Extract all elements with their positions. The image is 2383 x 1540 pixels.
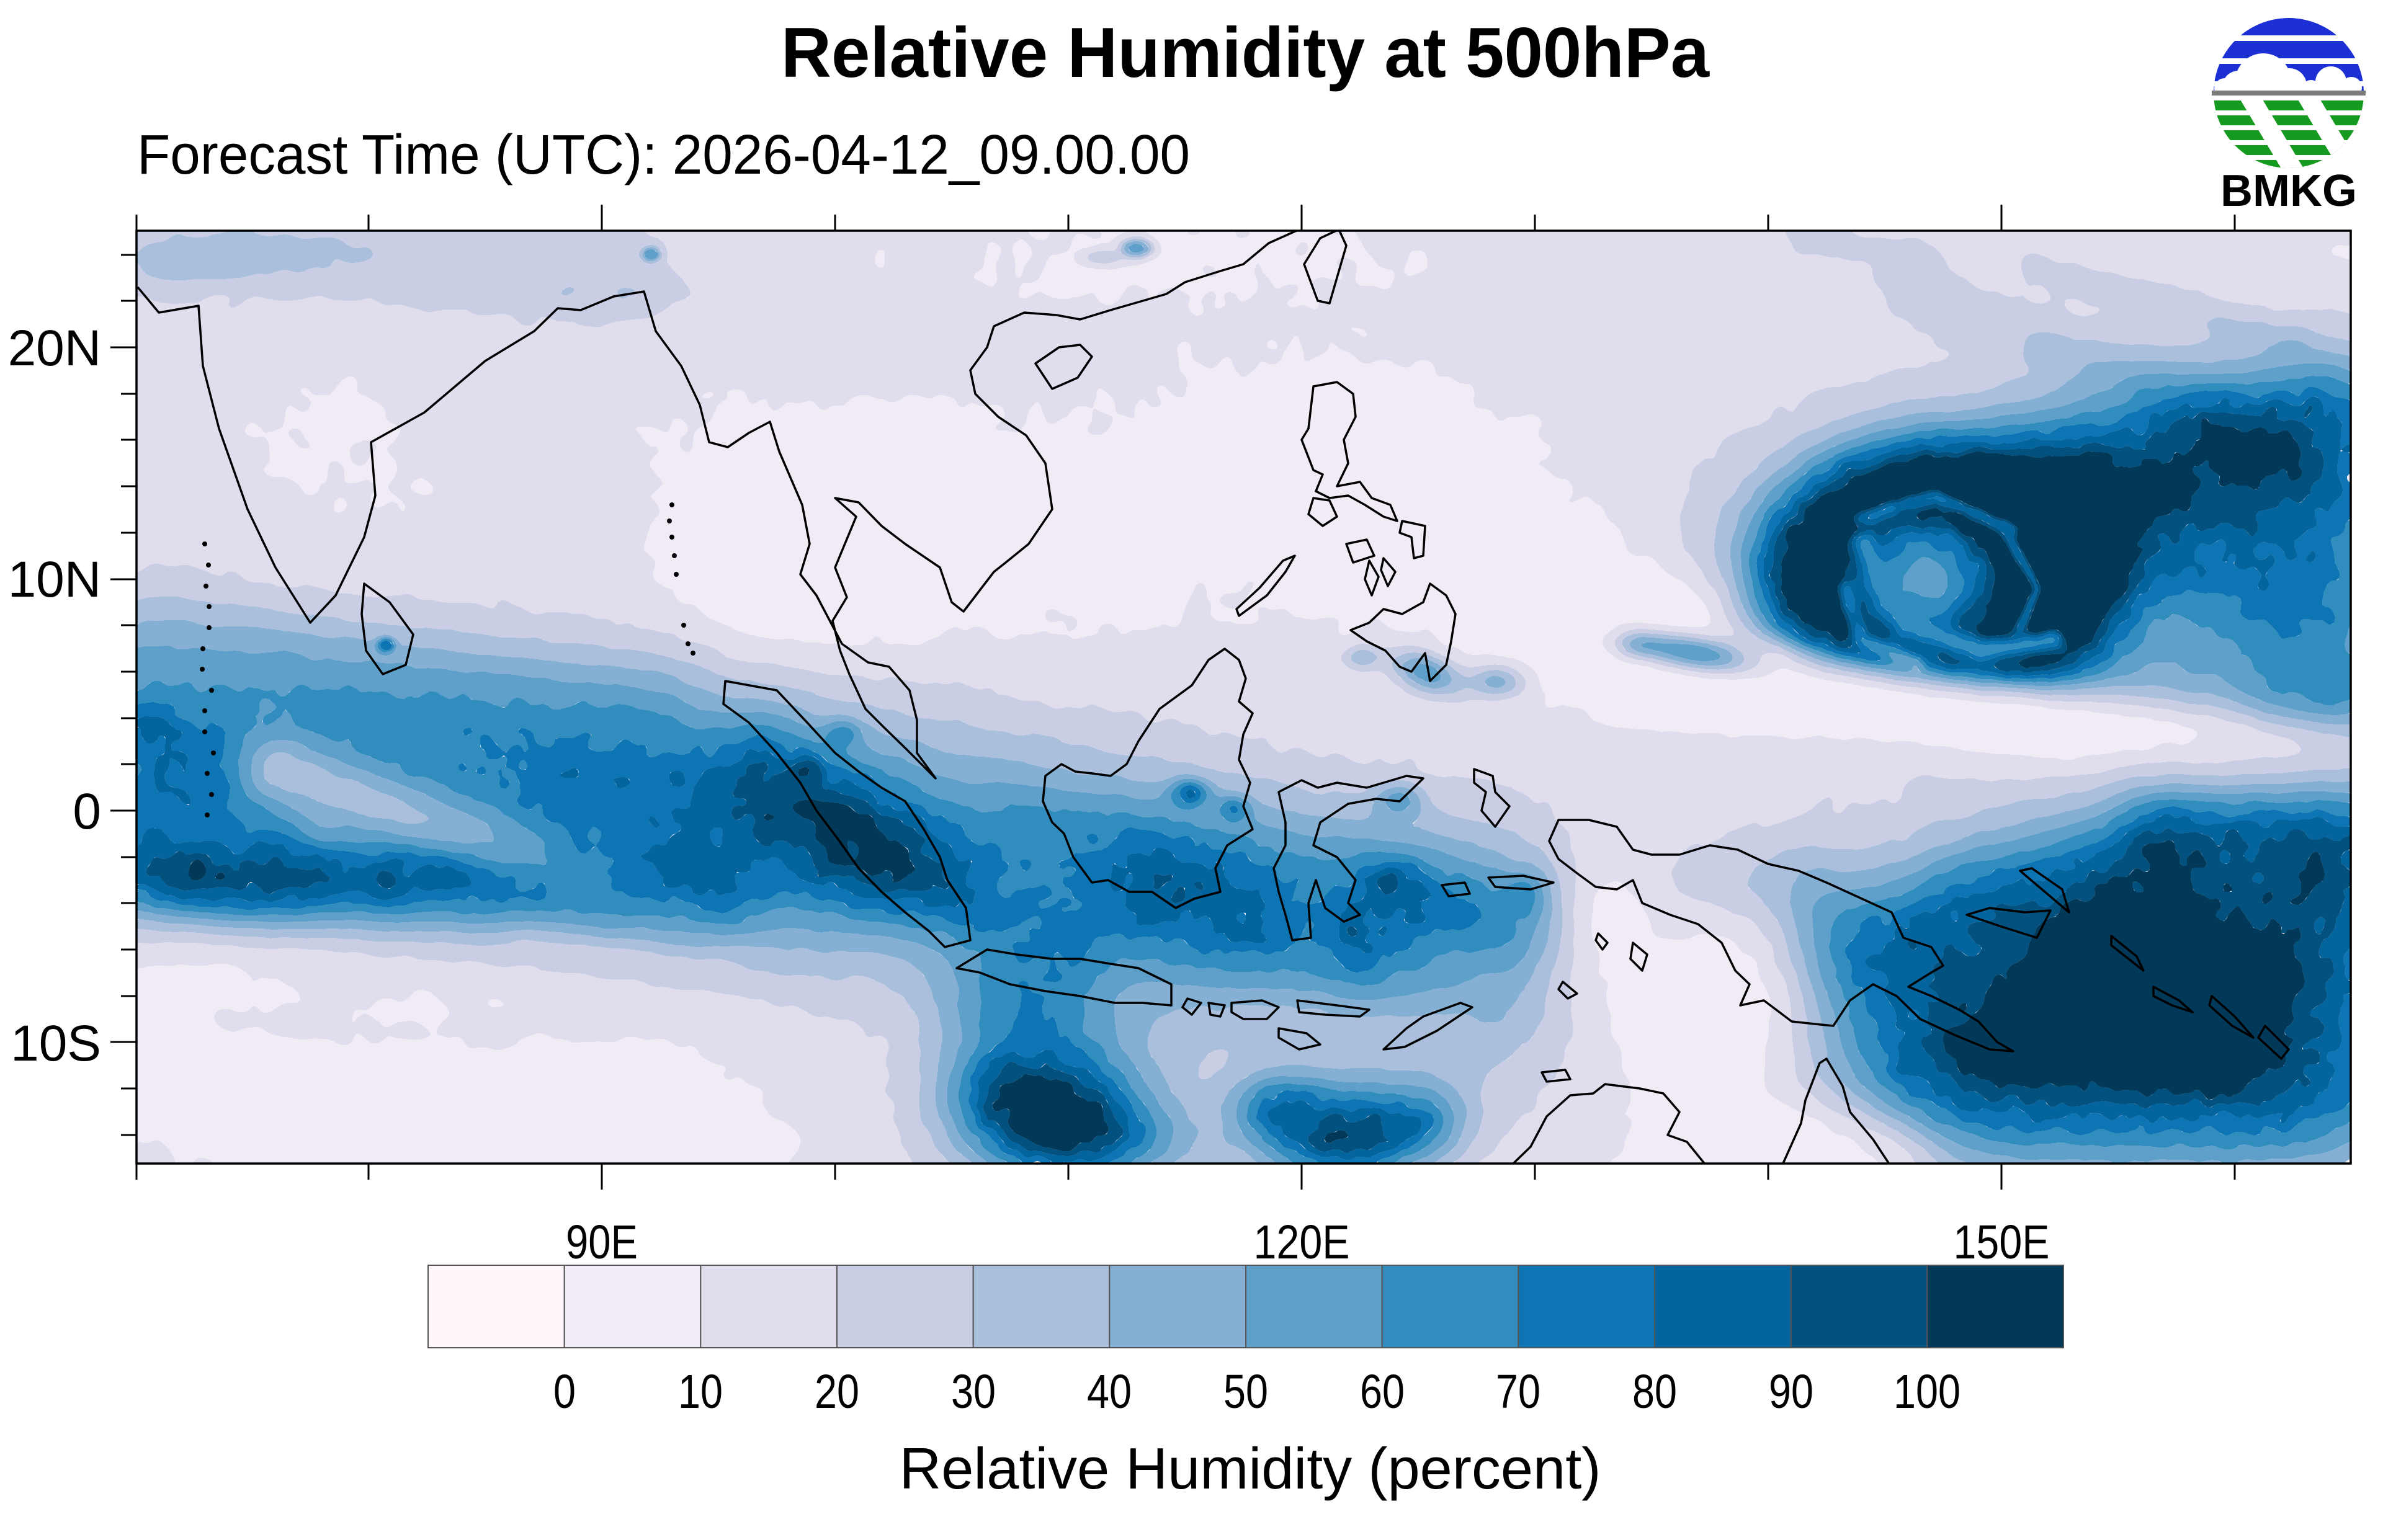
svg-text:50: 50 bbox=[1223, 1365, 1268, 1418]
svg-text:30: 30 bbox=[951, 1365, 996, 1418]
svg-text:20N: 20N bbox=[8, 320, 101, 376]
svg-text:90: 90 bbox=[1769, 1365, 1813, 1418]
svg-text:BMKG: BMKG bbox=[2220, 166, 2357, 216]
svg-text:0: 0 bbox=[553, 1365, 576, 1418]
svg-text:0: 0 bbox=[73, 783, 101, 840]
svg-text:150E: 150E bbox=[1954, 1216, 2050, 1269]
svg-text:120E: 120E bbox=[1254, 1216, 1350, 1269]
svg-text:Relative Humidity (percent): Relative Humidity (percent) bbox=[900, 1436, 1601, 1501]
svg-text:Relative Humidity at 500hPa: Relative Humidity at 500hPa bbox=[781, 14, 1710, 92]
svg-text:10S: 10S bbox=[11, 1015, 101, 1072]
svg-text:100: 100 bbox=[1893, 1365, 1960, 1418]
svg-text:80: 80 bbox=[1632, 1365, 1677, 1418]
svg-text:20: 20 bbox=[815, 1365, 859, 1418]
svg-text:Forecast Time (UTC): 2026-04-1: Forecast Time (UTC): 2026-04-12_09.00.00 bbox=[137, 124, 1190, 186]
svg-text:90E: 90E bbox=[566, 1216, 638, 1269]
svg-text:70: 70 bbox=[1496, 1365, 1540, 1418]
svg-text:10: 10 bbox=[678, 1365, 723, 1418]
svg-text:40: 40 bbox=[1087, 1365, 1132, 1418]
svg-text:10N: 10N bbox=[8, 551, 101, 608]
svg-text:60: 60 bbox=[1360, 1365, 1405, 1418]
